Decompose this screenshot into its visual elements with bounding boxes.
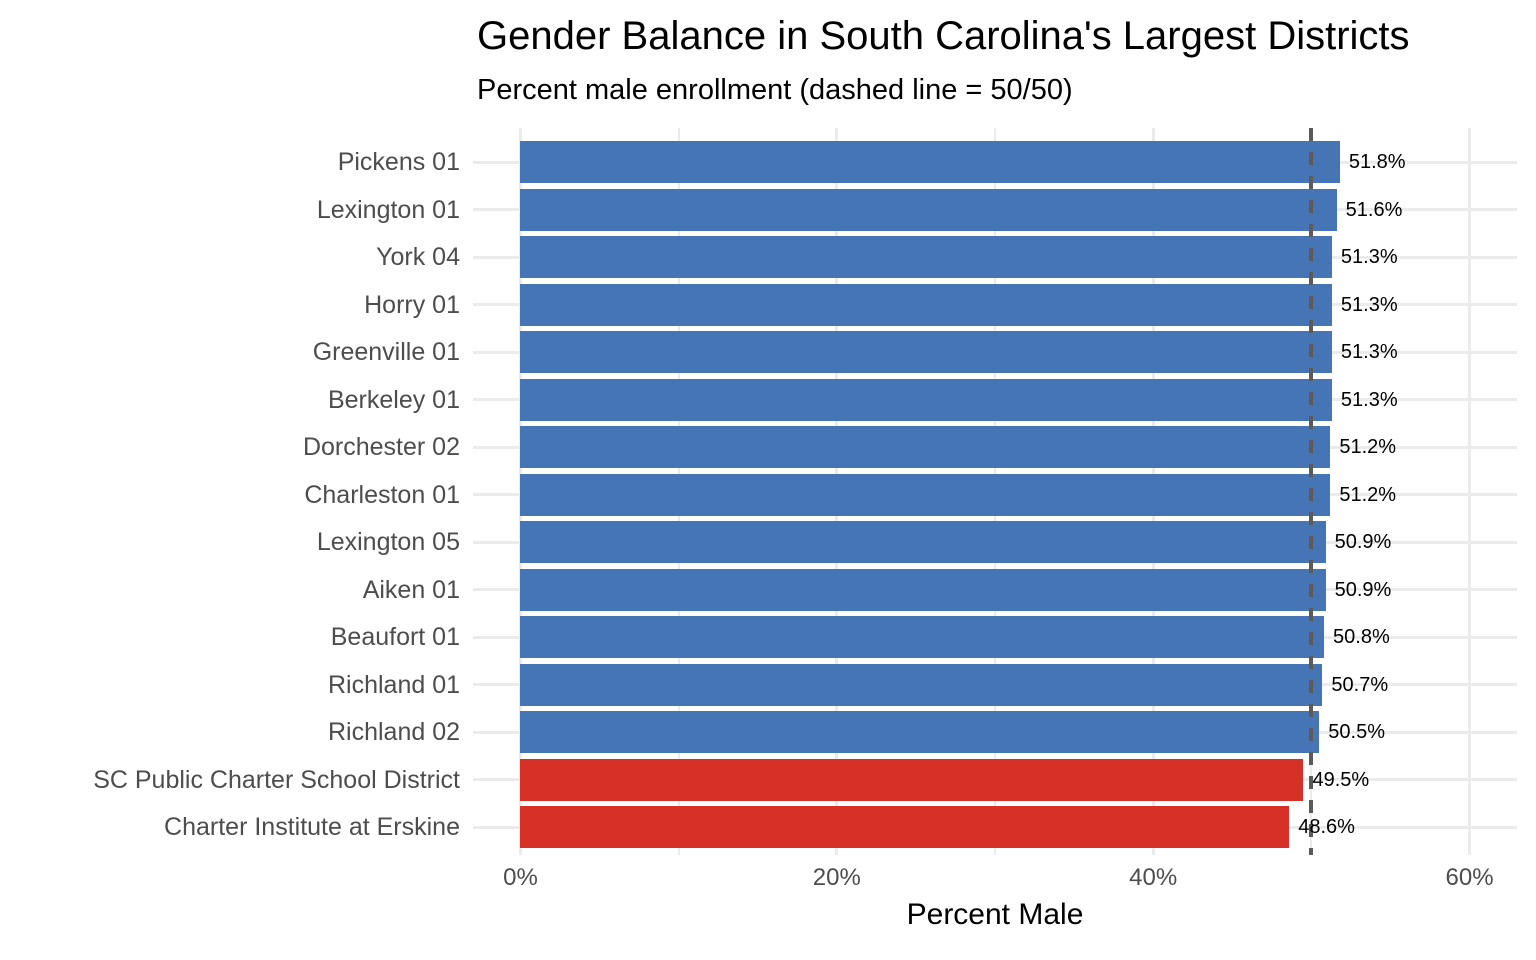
y-axis-label: Beaufort 01	[330, 623, 460, 651]
y-axis-label: York 04	[376, 243, 460, 271]
bar-value-label: 51.3%	[1340, 388, 1398, 411]
y-axis-label: Horry 01	[364, 290, 460, 319]
bar-value-label: 50.9%	[1334, 578, 1392, 601]
y-axis-label: Lexington 05	[316, 528, 460, 556]
bar-value-label: 50.7%	[1331, 673, 1389, 696]
x-axis-tick-label: 0%	[503, 864, 538, 891]
bar-charleston-01	[520, 473, 1331, 516]
bar-value-label: 48.6%	[1298, 816, 1355, 838]
bar-greenville-01	[520, 331, 1332, 373]
bar-lexington-05	[520, 521, 1326, 563]
bar-value-label: 49.5%	[1312, 768, 1370, 791]
bar-value-label: 51.6%	[1345, 198, 1403, 221]
bar-berkeley-01	[520, 378, 1332, 421]
plot-panel: 51.8% 51.6% 51.3% 51.3% 51.3% 51.3% 51.2% 51.2%…	[473, 128, 1517, 855]
bar-value-label: 50.5%	[1328, 721, 1385, 743]
y-axis-label: Richland 01	[327, 670, 460, 699]
bar-horry-01	[520, 283, 1332, 326]
bar-lexington-01	[520, 188, 1337, 231]
x-axis-title: Percent Male	[906, 898, 1084, 931]
bar-value-label: 50.9%	[1334, 531, 1392, 553]
chart-title: Gender Balance in South Carolina's Large…	[477, 14, 1410, 58]
y-axis-label: Pickens 01	[337, 148, 460, 176]
x-axis-tick-label: 60%	[1445, 864, 1494, 891]
bar-value-label: 51.2%	[1339, 483, 1397, 506]
bar-york-04	[520, 236, 1332, 278]
y-axis-label: Richland 02	[327, 718, 460, 746]
x-axis-tick-label: 20%	[812, 864, 861, 891]
bar-sc-public-charter-school-district	[520, 758, 1304, 801]
chart-subtitle: Percent male enrollment (dashed line = 5…	[477, 74, 1073, 106]
y-axis-label: Charleston 01	[304, 480, 460, 509]
bar-charter-institute-at-erskine	[520, 806, 1290, 848]
bar-beaufort-01	[520, 616, 1325, 658]
x-major-gridline	[1468, 128, 1472, 855]
bar-value-label: 50.8%	[1333, 626, 1390, 648]
y-axis-label: SC Public Charter School District	[93, 765, 460, 794]
y-axis-label: Berkeley 01	[327, 385, 460, 414]
bar-value-label: 51.3%	[1340, 293, 1398, 316]
bar-value-label: 51.8%	[1348, 151, 1406, 173]
bar-aiken-01	[520, 568, 1326, 611]
y-axis-label: Lexington 01	[316, 195, 460, 224]
bar-richland-01	[520, 663, 1323, 706]
y-axis-label: Dorchester 02	[302, 433, 460, 461]
bar-value-label: 51.2%	[1339, 436, 1397, 458]
bar-pickens-01	[520, 141, 1340, 183]
y-axis-label: Greenville 01	[312, 338, 460, 366]
y-axis-label: Aiken 01	[362, 575, 460, 604]
bar-value-label: 51.3%	[1340, 246, 1398, 268]
bar-value-label: 51.3%	[1340, 341, 1398, 363]
y-axis-label: Charter Institute at Erskine	[164, 813, 460, 841]
bar-richland-02	[520, 711, 1320, 753]
bar-dorchester-02	[520, 426, 1331, 468]
fifty-fifty-reference-line	[1309, 128, 1314, 855]
x-axis-tick-label: 40%	[1129, 864, 1178, 891]
